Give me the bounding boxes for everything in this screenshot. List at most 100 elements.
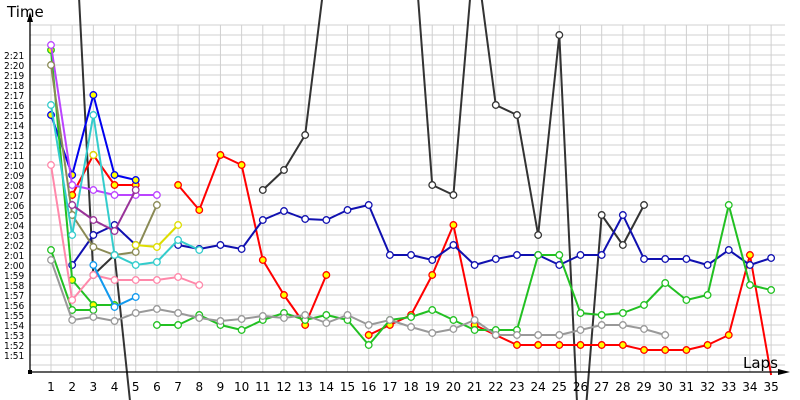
- data-point-marker: [661, 255, 670, 263]
- x-tick-label: 1: [47, 380, 55, 394]
- data-point-marker: [89, 111, 98, 119]
- data-point-marker: [152, 191, 161, 199]
- data-point-marker: [343, 206, 352, 214]
- data-point-marker: [174, 181, 183, 189]
- y-tick-label: 2:00: [4, 261, 24, 272]
- data-point-marker: [428, 329, 437, 337]
- data-point-marker: [280, 314, 288, 322]
- data-point-marker: [470, 261, 479, 269]
- series-lines: [47, 0, 776, 400]
- x-tick-label: 23: [509, 380, 524, 394]
- x-tick-label: 21: [467, 380, 482, 394]
- data-point-marker: [724, 201, 733, 209]
- data-point-marker: [237, 315, 246, 323]
- data-point-marker: [724, 331, 733, 339]
- series-purple: [68, 186, 140, 235]
- x-tick-label: 27: [594, 380, 609, 394]
- data-point-marker: [640, 346, 648, 354]
- series-line: [177, 154, 328, 326]
- series-gray: [47, 256, 670, 339]
- y-tick-label: 1:57: [4, 291, 24, 302]
- data-point-marker: [385, 251, 394, 259]
- data-point-marker: [555, 341, 564, 349]
- x-axis-ticks: 1 2 3 4 5 6 7 8 9 10 11 12 13 14 15 16 17 18 19 20 21 22 23 24 2…: [47, 380, 779, 394]
- data-point-marker: [152, 276, 161, 284]
- data-point-marker: [195, 246, 204, 254]
- y-tick-label: 2:20: [4, 61, 24, 72]
- x-tick-label: 10: [234, 380, 249, 394]
- data-point-marker: [152, 305, 161, 313]
- data-point-marker: [682, 296, 691, 304]
- data-point-marker: [110, 181, 119, 189]
- y-axis-label: Time: [6, 3, 44, 21]
- x-tick-label: 7: [174, 380, 182, 394]
- x-tick-label: 24: [530, 380, 545, 394]
- series-dark-blue: [68, 201, 776, 269]
- data-point-marker: [576, 309, 585, 317]
- data-point-marker: [597, 341, 606, 349]
- x-tick-label: 22: [488, 380, 503, 394]
- data-point-marker: [724, 246, 733, 254]
- data-point-marker: [89, 271, 98, 279]
- data-point-marker: [470, 316, 479, 324]
- data-point-marker: [195, 206, 204, 214]
- data-point-marker: [682, 255, 691, 263]
- data-point-marker: [47, 161, 55, 169]
- data-point-marker: [174, 273, 183, 281]
- data-point-marker: [322, 271, 331, 279]
- series-cyan: [47, 101, 204, 269]
- series-line: [417, 0, 645, 400]
- x-tick-label: 33: [721, 380, 736, 394]
- x-tick-label: 5: [132, 380, 140, 394]
- data-point-marker: [682, 346, 691, 354]
- data-point-marker: [449, 241, 458, 249]
- x-tick-label: 15: [340, 380, 355, 394]
- series-line: [71, 189, 137, 232]
- data-point-marker: [597, 211, 606, 219]
- data-point-marker: [640, 325, 648, 333]
- data-point-marker: [597, 321, 606, 329]
- data-point-marker: [449, 325, 458, 333]
- data-point-marker: [174, 236, 183, 244]
- data-point-marker: [47, 101, 55, 109]
- data-point-marker: [597, 311, 606, 319]
- data-point-marker: [195, 314, 204, 322]
- y-tick-label: 2:15: [4, 111, 24, 122]
- data-point-marker: [89, 231, 98, 239]
- data-point-marker: [534, 331, 543, 339]
- data-point-marker: [491, 101, 500, 109]
- data-point-marker: [110, 251, 119, 259]
- x-tick-label: 4: [111, 380, 119, 394]
- data-point-marker: [428, 256, 437, 264]
- x-axis-arrow-icon: [778, 369, 790, 375]
- y-tick-label: 2:18: [4, 81, 24, 92]
- data-point-marker: [110, 276, 119, 284]
- data-point-marker: [131, 261, 140, 269]
- data-point-marker: [745, 251, 754, 259]
- data-point-marker: [89, 186, 98, 194]
- series-line: [262, 0, 323, 191]
- data-point-marker: [68, 316, 77, 324]
- x-tick-label: 31: [679, 380, 694, 394]
- y-tick-label: 2:14: [4, 121, 24, 132]
- data-point-marker: [89, 261, 98, 269]
- y-tick-label: 2:11: [4, 151, 24, 162]
- data-point-marker: [703, 341, 712, 349]
- data-point-marker: [47, 41, 55, 49]
- data-point-marker: [640, 301, 648, 309]
- data-point-marker: [703, 291, 712, 299]
- y-tick-label: 1:52: [4, 341, 24, 352]
- data-point-marker: [89, 216, 98, 224]
- x-tick-label: 28: [615, 380, 630, 394]
- y-tick-label: 2:04: [4, 221, 24, 232]
- x-tick-label: 34: [742, 380, 757, 394]
- data-point-marker: [407, 251, 416, 259]
- data-point-marker: [640, 201, 648, 209]
- series-yellow: [89, 151, 183, 251]
- x-tick-label: 16: [361, 380, 376, 394]
- data-point-marker: [47, 61, 55, 69]
- series-line: [71, 224, 137, 266]
- x-tick-label: 12: [276, 380, 291, 394]
- x-tick-label: 11: [255, 380, 270, 394]
- data-point-marker: [661, 331, 670, 339]
